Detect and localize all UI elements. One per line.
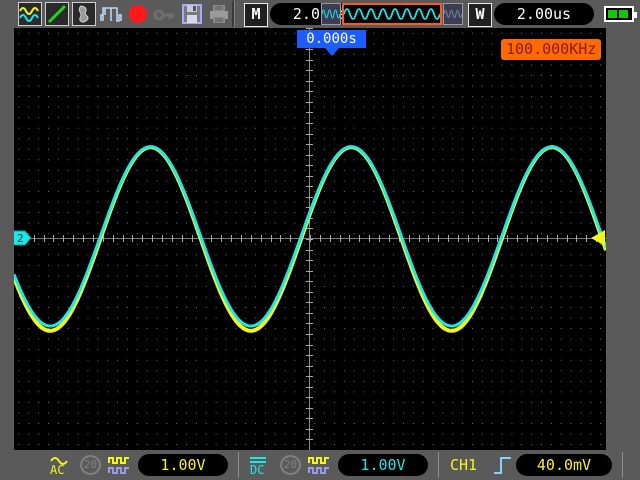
ch1-probe-icon[interactable] [108,455,132,476]
time-offset-badge[interactable]: 0.000s [297,30,366,48]
trigger-source-label[interactable]: CH1 [450,456,478,474]
vertical-axis-ticks [306,28,313,450]
dual-waveform-icon[interactable] [18,2,42,26]
fft-mode-icon[interactable] [72,2,96,26]
ch1-coupling-icon[interactable]: AC [48,453,72,477]
ch2-bandwidth-badge[interactable]: 20 [280,455,301,475]
toolbar-divider-1 [232,1,235,27]
bottom-status-bar: AC 20 1.00V DC 20 1.00V [0,450,640,480]
svg-text:2: 2 [17,232,24,245]
main-timebase-badge[interactable]: M [244,3,268,27]
ch1-trace [14,145,606,333]
waveform-thumbnail-left [321,3,341,25]
top-toolbar: M 2.00us W 2.00us [0,0,640,28]
waveform-display[interactable]: 0.000s 100.000KHz 2 [14,28,606,450]
battery-icon [604,6,637,22]
ch2-volts-per-div[interactable]: 1.00V [338,454,428,476]
ch1-volts-per-div[interactable]: 1.00V [138,454,228,476]
waveform-zoom-preview[interactable] [342,3,442,25]
trigger-level-readout[interactable]: 40.0mV [516,454,612,476]
record-icon[interactable] [126,2,150,26]
ch2-trace [14,145,606,328]
bottom-divider-1 [238,452,239,478]
trigger-level-marker[interactable] [587,228,606,248]
window-timebase-badge[interactable]: W [468,3,492,27]
waveform-thumbnail-right [443,3,463,25]
ch2-ground-marker[interactable]: 2 [14,228,32,248]
ch2-coupling-text: DC [250,463,264,477]
window-timebase-readout[interactable]: 2.00us [494,3,594,25]
ch1-coupling-text: AC [50,463,64,477]
key-icon [153,2,177,26]
bottom-divider-3 [622,452,623,478]
print-icon [207,2,231,26]
xy-mode-icon[interactable] [45,2,69,26]
frequency-readout: 100.000KHz [501,39,602,60]
rising-edge-icon[interactable] [492,455,514,475]
pulse-measure-icon[interactable] [99,2,123,26]
waveform-traces [14,145,606,333]
time-offset-pointer [325,48,339,56]
ch1-bandwidth-badge[interactable]: 20 [80,455,101,475]
bottom-divider-2 [438,452,439,478]
ch2-probe-icon[interactable] [308,455,332,476]
save-icon[interactable] [180,2,204,26]
ch2-coupling-icon[interactable]: DC [248,453,274,477]
